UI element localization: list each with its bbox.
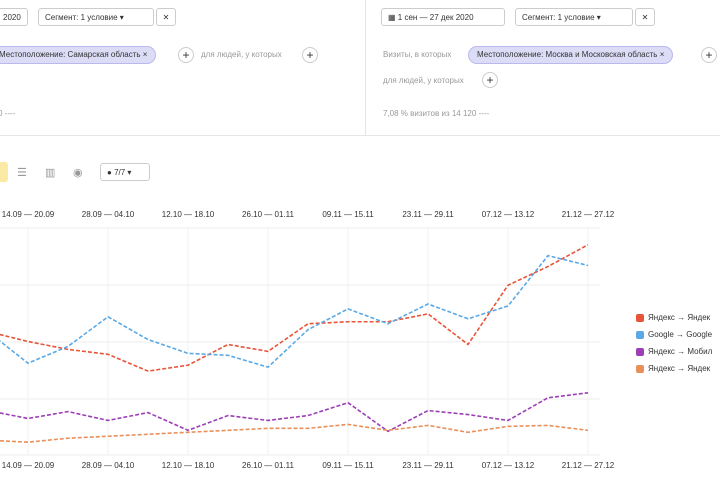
- condition-chip[interactable]: Местоположение: Москва и Московская обла…: [468, 46, 674, 64]
- x-label-bottom: 28.09 — 04.10: [82, 461, 135, 470]
- x-label-top: 09.11 — 15.11: [322, 210, 374, 219]
- x-label-top: 23.11 — 29.11: [402, 210, 454, 219]
- summary-text: 0: [0, 109, 3, 118]
- series-line: [0, 244, 589, 372]
- add-button[interactable]: +: [482, 72, 498, 88]
- legend-marker: [636, 348, 644, 356]
- legend-label: Google → Google: [648, 330, 713, 339]
- chart: 14.09 — 20.09 14.09 — 20.09 28.09 — 04.10 2…: [0, 210, 713, 470]
- condition: Местоположение: Самарская область: [0, 50, 141, 59]
- x-label-top: 07.12 — 13.12: [482, 210, 535, 219]
- legend-marker: [636, 331, 644, 339]
- series-line: [0, 423, 589, 443]
- people-label: для людей, у которых: [383, 76, 464, 85]
- chart-type-button[interactable]: ▥: [45, 167, 56, 179]
- divider: [0, 135, 720, 136]
- x-label-bottom: 21.12 — 27.12: [562, 461, 615, 470]
- legend-label: Яндекс → Мобил: [648, 347, 713, 356]
- x-label-bottom: 12.10 — 18.10: [162, 461, 215, 470]
- x-label-top: 26.10 — 01.11: [242, 210, 294, 219]
- condition: Местоположение: Москва и Московская обла…: [477, 50, 658, 59]
- condition-chip[interactable]: Местоположение: Самарская область ×: [0, 46, 157, 64]
- legend-label: Яндекс → Яндек: [648, 364, 711, 373]
- x-label-bottom: 23.11 — 29.11: [402, 461, 454, 470]
- x-label-bottom: 07.12 — 13.12: [482, 461, 535, 470]
- date: 1 сен — 27 дек 2020: [397, 13, 474, 22]
- summary: 7,08 % визитов из 14 120 ----: [383, 109, 490, 118]
- chart-type-button[interactable]: [0, 162, 8, 182]
- series-line: [0, 392, 589, 433]
- chart-type-button[interactable]: ☰: [17, 167, 27, 179]
- segment-select[interactable]: Сегмент: 1 условие ▾: [515, 8, 633, 26]
- segment-select[interactable]: Сегмент: 1 условие ▾: [38, 8, 154, 26]
- legend-marker: [636, 365, 644, 373]
- legend-marker: [636, 314, 644, 322]
- add-button[interactable]: +: [302, 47, 318, 63]
- people-label: для людей, у которых: [201, 50, 282, 59]
- x-label-bottom: 14.09 — 20.09: [2, 461, 55, 470]
- x-label-top: 21.12 — 27.12: [562, 210, 615, 219]
- x-label-top: 14.09 — 20.09: [2, 210, 55, 219]
- date: 2020: [3, 13, 21, 22]
- x-label-top: 12.10 — 18.10: [162, 210, 215, 219]
- summary-text: 7,08 % визитов из 14 120: [383, 109, 477, 118]
- add-button[interactable]: +: [178, 47, 194, 63]
- close-button[interactable]: ✕: [635, 8, 655, 26]
- date-picker[interactable]: ▦ 1 сен — 27 дек 2020: [381, 8, 505, 26]
- close-button[interactable]: ✕: [156, 8, 176, 26]
- summary: 0 ----: [0, 109, 16, 118]
- divider: [365, 0, 366, 135]
- date-picker[interactable]: 2020: [0, 8, 28, 26]
- x-label-top: 28.09 — 04.10: [82, 210, 135, 219]
- x-label-bottom: 09.11 — 15.11: [322, 461, 374, 470]
- x-label-bottom: 26.10 — 01.11: [242, 461, 294, 470]
- chart-type-button[interactable]: ◉: [73, 167, 83, 179]
- series-count: 7/7: [114, 168, 126, 177]
- series-line: [0, 254, 589, 369]
- visits-label: Визиты, в которых: [383, 50, 452, 59]
- segment: Сегмент: 1 условие: [522, 13, 595, 22]
- add-button[interactable]: +: [701, 47, 717, 63]
- segment: Сегмент: 1 условие: [45, 13, 118, 22]
- legend-label: Яндекс → Яндек: [648, 313, 711, 322]
- series-select[interactable]: ● 7/7 ▾: [100, 163, 150, 181]
